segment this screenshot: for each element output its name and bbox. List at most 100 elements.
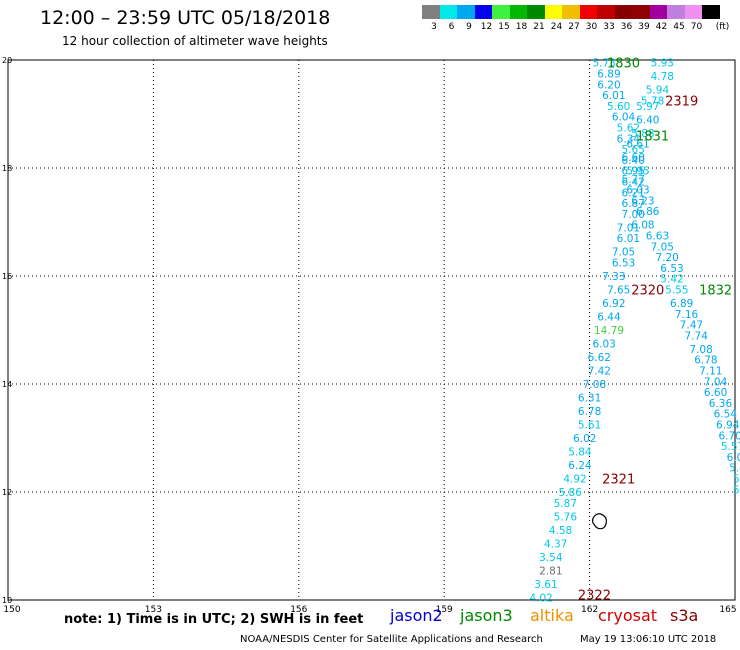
swh-value: 5.57 [721, 441, 740, 453]
colorbar-swatch [474, 5, 492, 19]
swh-value: 5.60 [607, 101, 630, 113]
swh-value: 5.77 [622, 174, 645, 186]
swh-value: 6.87 [622, 198, 645, 210]
swh-value: 7.08 [583, 379, 606, 391]
swh-value: 3.54 [539, 552, 563, 564]
legend-item-cryosat: cryosat [598, 606, 658, 625]
swh-value: 6.0 [727, 452, 740, 464]
colorbar-swatch [509, 5, 527, 19]
swh-value: 7.16 [675, 309, 699, 321]
colorbar-swatch [702, 5, 720, 19]
colorbar-swatch [457, 5, 475, 19]
swh-value: 6.36 [709, 398, 733, 410]
x-tick-label: 159 [436, 605, 453, 615]
swh-value: 7.04 [704, 376, 728, 388]
x-tick-label: 156 [290, 605, 307, 615]
swh-value: 6.89 [597, 69, 620, 81]
swh-value: 6.44 [597, 312, 621, 324]
colorbar-unit: (ft) [715, 22, 730, 32]
swh-value: 5.87 [554, 498, 577, 510]
swh-value: 6.01 [602, 90, 625, 102]
x-tick-label: 165 [719, 605, 736, 615]
track-time-label: 2320 [631, 284, 664, 299]
swh-value: 14.79 [594, 325, 624, 337]
swh-value: 6.24 [568, 460, 592, 472]
track-time-label: 2319 [665, 95, 698, 110]
swh-value: 6.94 [716, 420, 740, 432]
colorbar-swatch [562, 5, 580, 19]
swh-value: 5.76 [554, 511, 578, 523]
y-tick-label: 14 [2, 380, 12, 389]
map-subtitle: 12 hour collection of altimeter wave hei… [62, 34, 328, 48]
swh-value: 5.94 [646, 85, 670, 97]
colorbar-label: 21 [533, 22, 545, 32]
swh-value: 5. [733, 474, 740, 486]
colorbar-label: 39 [638, 22, 650, 32]
swh-value: 2.81 [539, 565, 562, 577]
swh-value: 6.70 [718, 430, 740, 442]
axis-tick-labels: 150 153 156 159 162 165 20 18 16 14 12 10 [2, 56, 737, 615]
swh-value: 7.00 [622, 209, 645, 221]
swh-value: 6.03 [626, 185, 649, 197]
swh-value: 7.01 [617, 222, 640, 234]
track-time-label: 2321 [602, 473, 635, 488]
swh-value: 5.73 [592, 58, 615, 70]
swh-value: 6.21 [622, 187, 645, 199]
colorbar-swatch [579, 5, 597, 19]
swh-value: 7.65 [607, 285, 630, 297]
swh-value: 6.42 [622, 177, 645, 189]
map-frame [7, 59, 736, 601]
swh-value: 6.78 [694, 355, 717, 367]
colorbar-swatch [597, 5, 615, 19]
swh-value: 6.86 [636, 206, 660, 218]
colorbar-label: 33 [603, 22, 615, 32]
colorbar-label: 12 [480, 22, 493, 32]
swh-value: 4.78 [651, 71, 674, 83]
swh-value: 7.74 [685, 330, 709, 342]
swh-value: 5.4 [729, 463, 740, 475]
colorbar-label: 36 [620, 22, 633, 32]
legend-item-jason3: jason3 [460, 606, 513, 625]
map-title: 12:00 – 23:59 UTC 05/18/2018 [40, 7, 331, 29]
x-tick-label: 162 [581, 605, 598, 615]
swh-value: 5.95 [626, 166, 649, 178]
swh-value: 6.95 [622, 166, 645, 178]
swh-value: 6.40 [622, 155, 645, 167]
track-time-label: 1831 [636, 130, 669, 145]
colorbar-label: 9 [466, 22, 472, 32]
colorbar-label: 70 [690, 22, 703, 32]
swh-value: 6.03 [592, 339, 615, 351]
timestamp-text: May 19 13:06:10 UTC 2018 [580, 634, 717, 645]
colorbar-label: 18 [515, 22, 528, 32]
swh-value: 6.53 [612, 258, 635, 270]
colorbar-label: 42 [655, 22, 668, 32]
swh-value: 4.92 [563, 474, 586, 486]
colorbar-swatch [684, 5, 702, 19]
island-outline [591, 513, 608, 530]
swh-value: 5.62 [617, 123, 640, 135]
swh-value: 6.08 [631, 220, 654, 232]
y-tick-label: 18 [2, 164, 12, 173]
swh-value: 6.92 [602, 298, 625, 310]
colorbar-swatch [492, 5, 510, 19]
swh-value: 6.40 [636, 114, 659, 126]
y-tick-label: 16 [2, 272, 12, 281]
swh-value: 6.63 [646, 231, 669, 243]
legend-item-jason2: jason2 [390, 606, 443, 625]
y-tick-label: 12 [2, 488, 12, 497]
credit-text: NOAA/NESDIS Center for Satellite Applica… [240, 634, 543, 645]
swh-value: 6.78 [578, 406, 601, 418]
colorbar-label: 45 [673, 22, 685, 32]
swh-value: 6.04 [612, 112, 636, 124]
colorbar-label: 27 [568, 22, 580, 32]
colorbar-swatch [544, 5, 562, 19]
swh-value: 6.02 [573, 433, 596, 445]
swh-value: 7.05 [651, 241, 674, 253]
y-tick-label: 10 [2, 596, 12, 605]
swh-value: 4.02 [529, 592, 552, 604]
swh-value: 6.60 [622, 152, 645, 164]
track-time-labels: 1830 2319 1831 2320 1832 2321 2322 [578, 57, 732, 604]
colorbar-label: 3 [431, 22, 437, 32]
swh-value: 6.20 [597, 79, 620, 91]
swh-value: 4.58 [549, 525, 572, 537]
